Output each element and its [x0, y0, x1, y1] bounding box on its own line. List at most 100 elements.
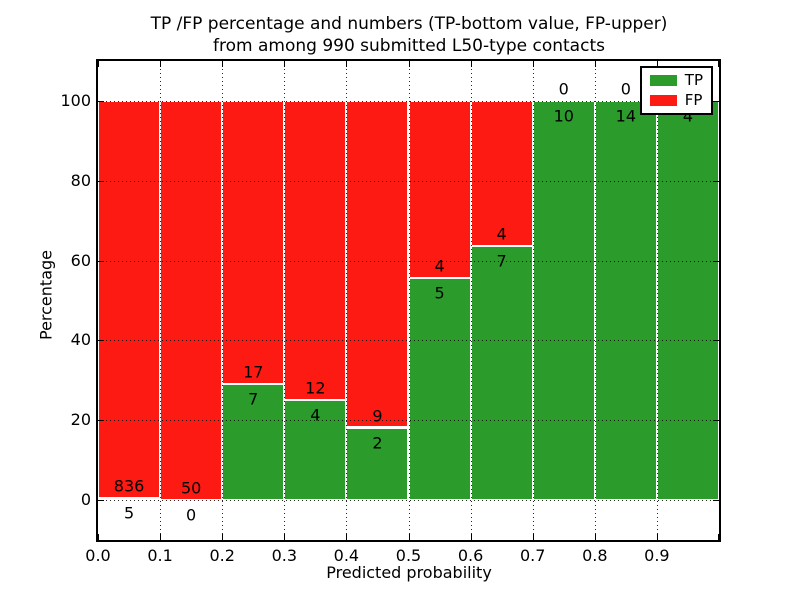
gridline-vertical: [532, 61, 534, 540]
y-tickmark: [713, 180, 719, 182]
fp-count-label: 17: [243, 362, 264, 382]
gridline-vertical: [160, 61, 162, 540]
tp-count-label: 10: [553, 106, 574, 126]
fp-count-label: 12: [305, 378, 326, 398]
y-tickmark: [713, 420, 719, 422]
fp-count-label: 836: [113, 476, 145, 496]
fp-count-label: 4: [496, 224, 507, 244]
x-tickmark: [656, 534, 658, 540]
bar-tp-segment: [346, 427, 409, 501]
x-tickmark: [532, 61, 534, 67]
x-tickmark: [718, 61, 719, 67]
x-tickmark: [594, 61, 596, 67]
y-tick-label: 20: [70, 410, 91, 430]
x-tickmark: [222, 61, 224, 67]
x-tickmark: [656, 61, 658, 67]
x-tickmark: [98, 534, 99, 540]
tp-count-label: 5: [434, 283, 445, 303]
x-tickmark: [346, 534, 348, 540]
x-tickmark: [160, 61, 162, 67]
legend: TP FP: [639, 66, 713, 115]
x-tick-label: 0.3: [271, 546, 298, 565]
bar-fp-segment: [346, 100, 409, 428]
x-axis-label: Predicted probability: [326, 563, 492, 582]
y-tick-label: 60: [70, 250, 91, 270]
y-tickmark: [98, 100, 104, 102]
fp-count-label: 0: [620, 79, 631, 99]
x-tick-label: 0.2: [209, 546, 235, 565]
y-tickmark: [98, 420, 104, 422]
tp-count-label: 7: [496, 251, 507, 271]
tp-legend-swatch-icon: [649, 75, 677, 86]
y-tickmark: [98, 180, 104, 182]
x-tickmark: [98, 61, 99, 67]
y-tickmark: [98, 260, 104, 262]
bar-tp-segment: [222, 383, 285, 501]
y-tick-label: 100: [60, 90, 91, 110]
x-tick-label: 0.6: [457, 546, 484, 565]
x-tick-label: 0.9: [644, 546, 670, 565]
tp-count-label: 14: [615, 106, 637, 126]
x-tickmark: [222, 534, 224, 540]
gridline-vertical: [222, 61, 224, 540]
x-tick-label: 0.1: [147, 546, 173, 565]
x-tick-label: 0.8: [582, 546, 608, 565]
x-tickmark: [160, 534, 162, 540]
chart-title-line-2: from among 990 submitted L50-type contac…: [213, 36, 605, 56]
fp-count-label: 50: [180, 478, 202, 498]
bar-tp-segment: [284, 400, 347, 501]
x-tickmark: [594, 534, 596, 540]
bar-tp-segment: [656, 100, 719, 501]
y-tickmark: [98, 500, 104, 502]
x-tick-label: 0.7: [519, 546, 546, 565]
y-tickmark: [98, 340, 104, 342]
bar-fp-segment: [98, 100, 161, 498]
x-tickmark: [346, 61, 348, 67]
tp-count-label: 2: [372, 433, 383, 452]
y-tickmark: [713, 100, 719, 102]
y-tick-label: 40: [70, 330, 91, 350]
x-tick-label: 0.0: [85, 546, 111, 565]
y-tickmark: [713, 260, 719, 262]
tp-count-label: 4: [310, 405, 321, 425]
bar-fp-segment: [408, 100, 471, 279]
x-tick-label: 0.4: [333, 546, 360, 565]
legend-label-fp: FP: [684, 91, 703, 109]
tp-count-label: 5: [123, 503, 135, 523]
x-tickmark: [470, 534, 472, 540]
bar-tp-segment: [408, 278, 471, 501]
fp-count-label: 4: [434, 256, 445, 276]
bar-fp-segment: [160, 100, 223, 501]
x-tickmark: [718, 534, 719, 540]
gridline-vertical: [470, 61, 472, 540]
legend-label-tp: TP: [684, 71, 703, 89]
gridline-vertical: [656, 61, 658, 540]
gridline-vertical: [594, 61, 596, 540]
gridline-vertical: [408, 61, 410, 540]
bar-fp-segment: [284, 100, 347, 401]
fp-count-label: 0: [558, 79, 569, 99]
x-tickmark: [408, 534, 410, 540]
y-tickmark: [713, 500, 719, 502]
fp-legend-swatch-icon: [649, 95, 677, 106]
bar-tp-segment: [98, 497, 161, 501]
x-tickmark: [408, 61, 410, 67]
bar-tp-segment: [470, 246, 533, 501]
bar-tp-segment: [532, 100, 595, 501]
tp-count-label: 4: [682, 106, 694, 126]
bar-tp-segment: [594, 100, 657, 501]
y-tick-label: 0: [80, 490, 91, 510]
gridline-vertical: [346, 61, 348, 540]
y-tickmark: [713, 340, 719, 342]
tp-count-label: 7: [248, 389, 259, 409]
x-tickmark: [284, 61, 286, 67]
x-tickmark: [532, 534, 534, 540]
tp-count-label: 0: [186, 505, 197, 525]
fp-count-label: 9: [372, 406, 383, 425]
plot-area: TP FP 836550017712492454701001404: [96, 59, 721, 542]
y-tick-label: 80: [70, 170, 91, 190]
x-tick-label: 0.5: [395, 546, 422, 565]
legend-item-fp: FP: [649, 91, 703, 109]
x-tickmark: [284, 534, 286, 540]
